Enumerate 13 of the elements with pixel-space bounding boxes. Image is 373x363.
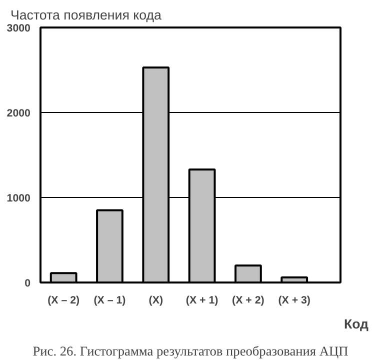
x-axis-title: Код	[344, 316, 370, 332]
y-tick-label: 2000	[6, 108, 31, 120]
y-tick-label: 0	[24, 278, 31, 290]
y-tick-label: 1000	[6, 192, 31, 204]
y-axis-title: Частота появления кода	[10, 8, 162, 22]
x-tick-label: (X + 2)	[232, 294, 265, 306]
x-tick-label: (X + 1)	[186, 294, 219, 306]
text: Рис. 26. Гистограмма результатов преобразования АЦП	[32, 344, 349, 358]
x-tick-label: (X)	[148, 294, 164, 306]
x-tick-label: (X – 1)	[94, 294, 126, 306]
y-tick-label: 3000	[6, 22, 31, 34]
x-tick-label: (X + 3)	[278, 294, 311, 306]
x-tick-label: (X – 2)	[48, 294, 80, 306]
